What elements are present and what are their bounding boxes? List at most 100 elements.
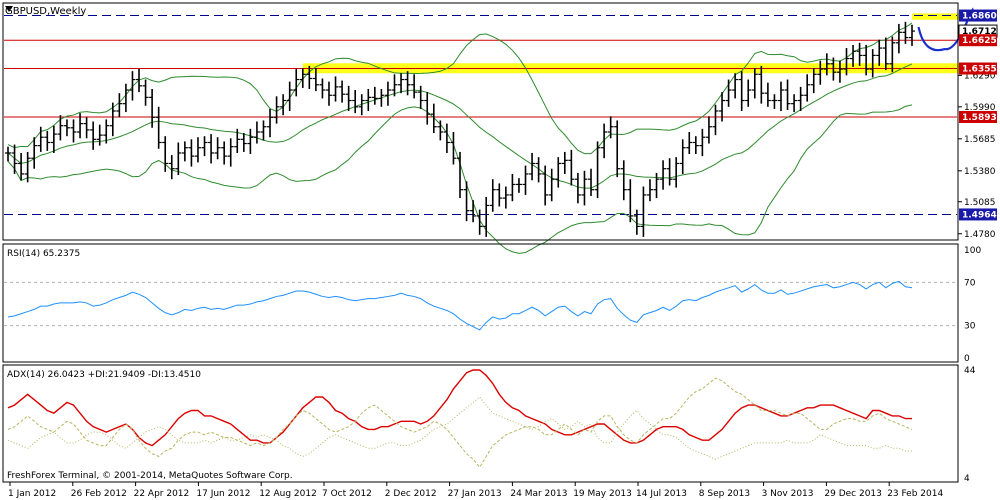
price-bar (227, 138, 234, 167)
rsi-line (7, 280, 913, 331)
adx-axis-ticks: 444 (964, 366, 976, 484)
rsi-tick-label: 70 (964, 278, 976, 288)
price-bar (568, 149, 575, 186)
price-bar (319, 78, 326, 99)
price-bar (902, 21, 909, 44)
dropdown-triangle-icon[interactable] (5, 6, 13, 12)
adx-title: ADX(14) 26.0423 +DI:21.9409 -DI:13.4510 (7, 370, 201, 380)
price-bar (719, 92, 726, 122)
rsi-title: RSI(14) 65.2375 (7, 249, 80, 259)
price-bar (823, 53, 830, 76)
price-label-box (959, 34, 997, 47)
time-tick-label: 22 Apr 2012 (134, 489, 190, 499)
price-bar (548, 168, 555, 202)
price-bar (712, 104, 719, 136)
price-bar (764, 82, 771, 107)
time-axis: 1 Jan 2012 26 Feb 2012 22 Apr 2012 17 Jun 2… (8, 482, 943, 499)
price-bar (751, 67, 758, 99)
footer-copyright: FreshForex Terminal, © 2001-2014, MetaQu… (7, 471, 293, 481)
price-axis-ticks: 1.6290 1.5990 1.5685 1.5380 1.5085 1.4780 (958, 71, 996, 240)
price-bar (646, 179, 653, 202)
price-bar (692, 136, 699, 155)
time-tick-label: 26 Feb 2012 (71, 489, 127, 499)
time-tick-label: 12 Aug 2012 (259, 489, 317, 499)
price-bar (561, 151, 568, 174)
price-tick-label: 1.4780 (964, 230, 996, 240)
rsi-tick-label: 0 (964, 354, 970, 364)
price-label-box (959, 9, 997, 22)
price-bar (725, 79, 732, 107)
time-tick-label: 17 Jun 2012 (196, 489, 250, 499)
price-bar (876, 39, 883, 66)
price-bar (758, 65, 765, 104)
price-bar (286, 81, 293, 112)
price-tick-label: 1.5380 (964, 167, 996, 177)
price-bar (863, 44, 870, 76)
time-tick-label: 2 Dec 2012 (385, 489, 437, 499)
symbol-title: GBPUSD,Weekly (5, 6, 86, 17)
price-bar (895, 23, 902, 54)
price-bar (502, 186, 509, 209)
rsi-tick-label: 100 (964, 246, 981, 256)
rsi-reference-lines (4, 281, 957, 327)
price-bar (267, 108, 274, 138)
price-bar (358, 94, 365, 116)
price-label-box (959, 208, 997, 221)
price-bar (352, 90, 359, 114)
price-panel-frame (2, 2, 959, 241)
price-bar (777, 81, 784, 112)
price-bar (705, 116, 712, 144)
zone-1 (912, 13, 991, 20)
price-bar (5, 146, 11, 162)
price-bar (745, 79, 752, 107)
price-bar (391, 74, 398, 97)
price-bar (810, 67, 817, 94)
price-bar (437, 120, 444, 141)
price-bar (869, 49, 876, 78)
price-bar (732, 73, 739, 99)
price-bar (522, 165, 529, 195)
time-tick-label: 27 Jan 2013 (448, 489, 502, 499)
price-bar (24, 151, 31, 183)
price-bar (339, 80, 346, 103)
price-bar (515, 178, 522, 193)
price-bar (404, 71, 411, 96)
price-bar (293, 69, 300, 97)
price-level-label: 1.6712 (962, 27, 997, 37)
price-bar (850, 44, 857, 67)
adx-tick-label: 44 (964, 366, 976, 376)
price-bar (686, 131, 693, 155)
price-bar (306, 65, 313, 89)
price-bar (594, 141, 601, 199)
price-label-box (959, 110, 997, 123)
price-bar (136, 69, 143, 93)
time-tick-label: 3 Nov 2013 (762, 489, 814, 499)
horizontal-levels (4, 15, 957, 215)
adx-series (7, 369, 913, 469)
bollinger-upper (7, 22, 913, 155)
price-bar (738, 71, 745, 112)
time-tick-label: 1 Jan 2012 (8, 489, 56, 499)
price-bar (882, 37, 889, 71)
price-bar (83, 117, 90, 139)
price-bar (162, 136, 169, 172)
price-bar (57, 115, 64, 141)
adx-panel: 444 ADX(14) 26.0423 +DI:21.9409 -DI:13.4… (2, 364, 976, 484)
price-bar (830, 57, 837, 81)
price-bar (489, 179, 496, 212)
adx-line (7, 369, 912, 447)
price-bar (653, 172, 660, 199)
price-bar (201, 136, 208, 157)
price-bar (443, 123, 450, 153)
price-bar (424, 92, 431, 125)
price-level-label: 1.6355 (962, 65, 997, 75)
price-bar (234, 128, 241, 153)
price-label-box (959, 62, 997, 75)
plus-di-line (7, 377, 913, 469)
price-bar (70, 119, 77, 143)
price-bar (660, 160, 667, 190)
price-bar (679, 139, 686, 174)
price-bar (280, 94, 287, 116)
price-bar (457, 151, 463, 199)
